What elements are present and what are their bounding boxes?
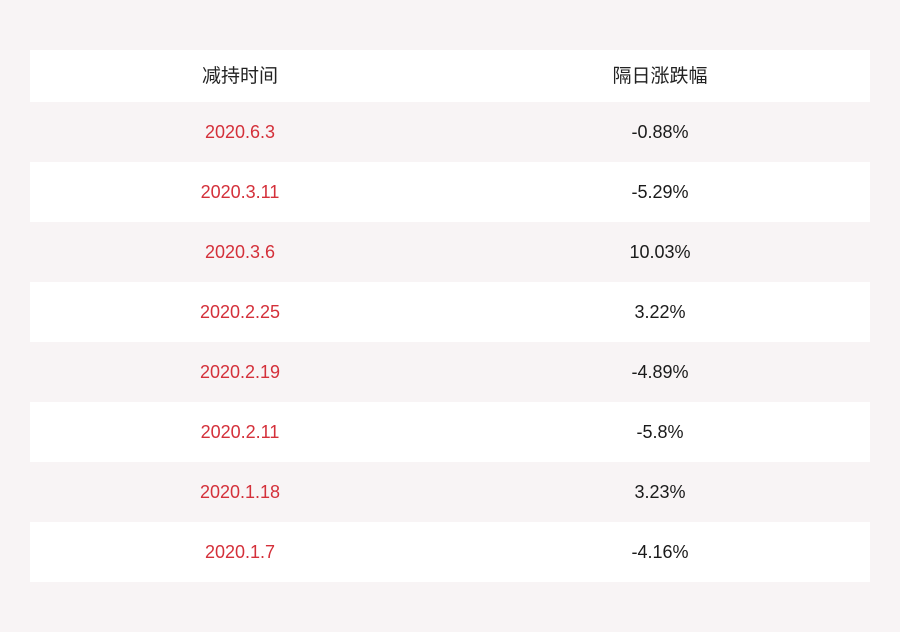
table-row: 2020.2.25 3.22% [30,282,870,342]
header-next-day-change: 隔日涨跌幅 [612,65,708,87]
row-date: 2020.3.6 [204,242,276,262]
table-row: 2020.1.18 3.23% [30,462,870,522]
row-change: 10.03% [629,242,691,262]
reduction-table: 减持时间 隔日涨跌幅 2020.6.3 -0.88% 2020.3.11 -5.… [30,50,870,582]
row-change: -5.8% [636,422,684,442]
row-date: 2020.2.11 [200,422,280,442]
row-change: -4.89% [631,362,689,382]
header-reduction-time: 减持时间 [201,65,278,87]
row-date: 2020.2.25 [199,302,281,322]
row-change: 3.22% [634,302,686,322]
row-change: -0.88% [631,122,689,142]
table-header: 减持时间 隔日涨跌幅 [30,50,870,102]
row-date: 2020.1.7 [204,542,276,562]
row-date: 2020.2.19 [199,362,281,382]
row-change: -4.16% [631,542,689,562]
table-row: 2020.3.6 10.03% [30,222,870,282]
row-change: 3.23% [634,482,686,502]
row-date: 2020.1.18 [199,482,281,502]
table-row: 2020.1.7 -4.16% [30,522,870,582]
table-row: 2020.3.11 -5.29% [30,162,870,222]
row-change: -5.29% [631,182,689,202]
table-row: 2020.6.3 -0.88% [30,102,870,162]
table-row: 2020.2.19 -4.89% [30,342,870,402]
table-row: 2020.2.11 -5.8% [30,402,870,462]
row-date: 2020.3.11 [200,182,280,202]
row-date: 2020.6.3 [204,122,276,142]
